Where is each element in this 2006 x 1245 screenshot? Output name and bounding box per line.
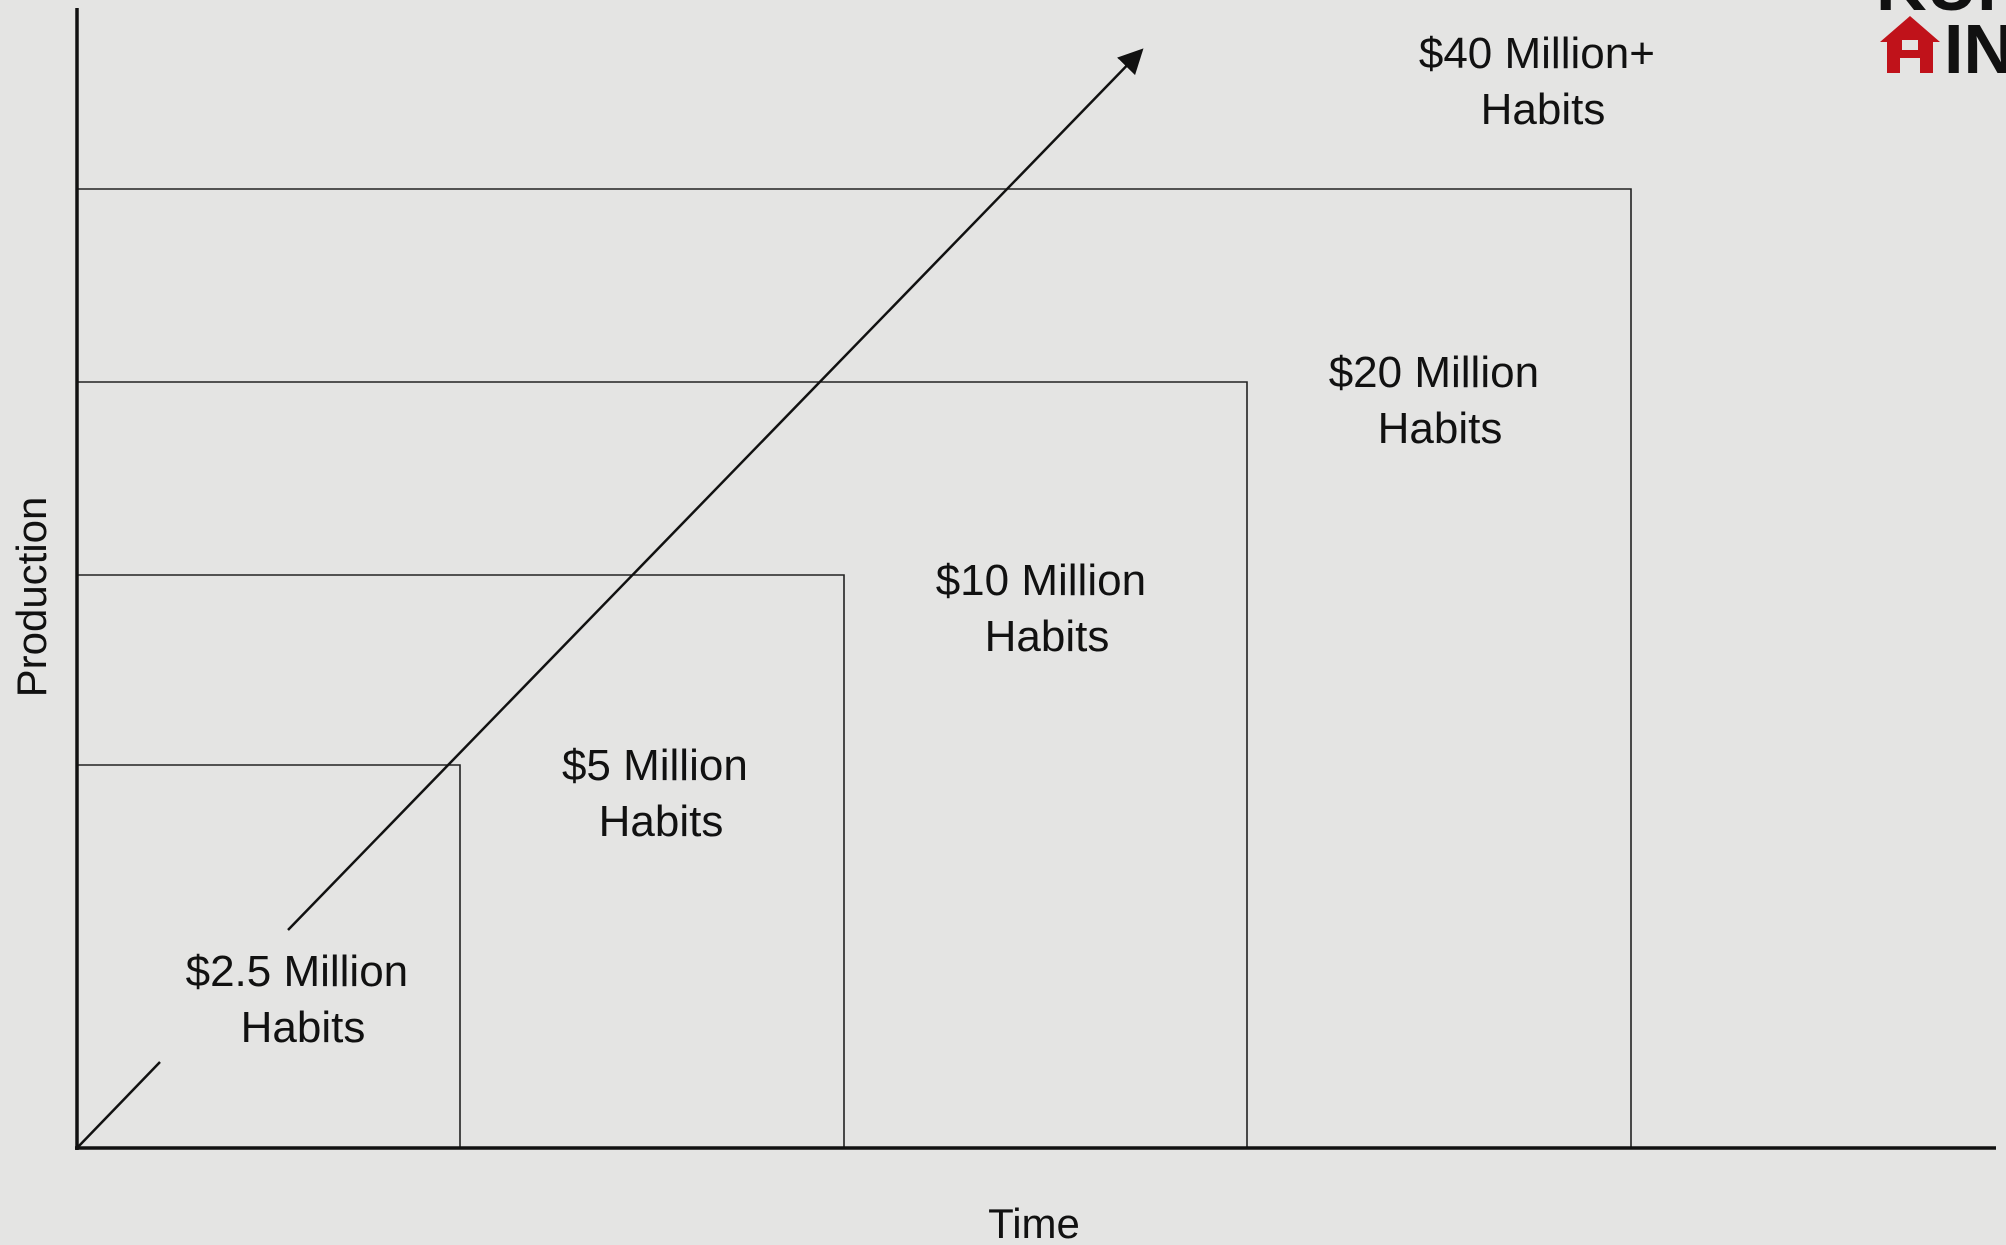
tier-label-40m-line1: $40 Million+ [1419, 29, 1655, 78]
tier-box-5m [77, 764, 461, 1148]
growth-arrow-upper-segment [287, 48, 1144, 931]
x-axis-label: Time [988, 1200, 1080, 1245]
house-icon [1880, 16, 1940, 73]
tier-label-10m-line2: Habits [985, 612, 1110, 661]
brand-logo: KUI IN [1876, 0, 2006, 88]
tier-label-2-5m: $2.5 Million Habits [186, 947, 421, 1052]
logo-top-text: KUI [1876, 0, 1997, 25]
tier-label-5m-line2: Habits [599, 797, 724, 846]
tier-label-2-5m-line2: Habits [241, 1003, 366, 1052]
growth-arrow [76, 48, 1144, 1149]
tier-box-40m [77, 188, 1632, 1148]
y-axis-label: Production [8, 497, 55, 698]
tier-label-40m: $40 Million+ Habits [1419, 29, 1667, 134]
house-icon-shape [1880, 16, 1940, 73]
tier-label-20m-line2: Habits [1378, 404, 1503, 453]
tier-box-10m [77, 574, 845, 1148]
tier-box-20m [77, 381, 1248, 1148]
tier-label-2-5m-line1: $2.5 Million [186, 947, 409, 996]
tier-label-10m-line1: $10 Million [936, 556, 1146, 605]
growth-arrow-lower-segment [76, 1061, 161, 1149]
logo-bottom-text: IN [1944, 10, 2006, 88]
tier-label-5m: $5 Million Habits [562, 741, 760, 846]
tier-boxes [77, 188, 1632, 1148]
tier-label-5m-line1: $5 Million [562, 741, 748, 790]
tier-label-20m: $20 Million Habits [1329, 348, 1552, 453]
tier-label-10m: $10 Million Habits [936, 556, 1159, 661]
tier-label-20m-line1: $20 Million [1329, 348, 1539, 397]
tier-label-40m-line2: Habits [1481, 85, 1606, 134]
